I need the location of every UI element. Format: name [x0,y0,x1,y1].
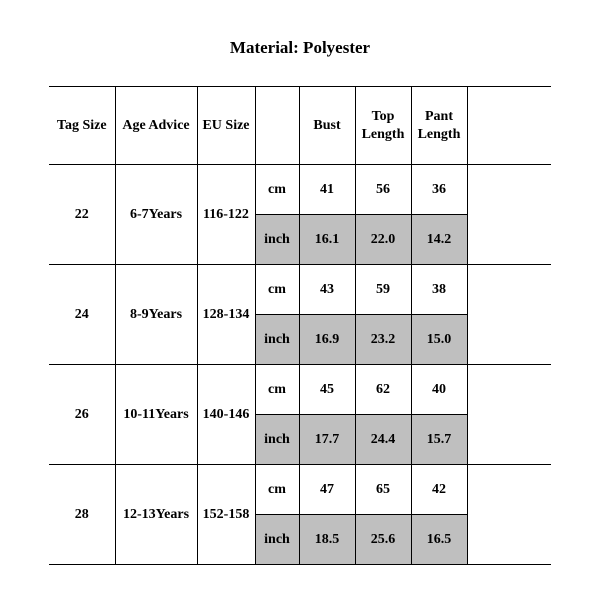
cell-top: 62 [355,365,411,415]
page-title: Material: Polyester [0,0,600,86]
cell-top: 24.4 [355,415,411,465]
cell-pant: 40 [411,365,467,415]
cell-bust: 16.1 [299,215,355,265]
cell-bust: 16.9 [299,315,355,365]
col-eu: EU Size [197,87,255,165]
cell-pant: 15.0 [411,315,467,365]
cell-top: 23.2 [355,315,411,365]
cell-tag: 22 [49,165,115,265]
table-row: 22 6-7Years 116-122 cm 41 56 36 [49,165,551,215]
cell-pant: 36 [411,165,467,215]
cell-pant: 14.2 [411,215,467,265]
cell-pant: 38 [411,265,467,315]
table-header-row: Tag Size Age Advice EU Size Bust Top Len… [49,87,551,165]
col-pant: Pant Length [411,87,467,165]
cell-eu: 116-122 [197,165,255,265]
col-unit [255,87,299,165]
table-row: 26 10-11Years 140-146 cm 45 62 40 [49,365,551,415]
col-blank [467,87,551,165]
cell-top: 22.0 [355,215,411,265]
cell-pant: 42 [411,465,467,515]
cell-bust: 17.7 [299,415,355,465]
cell-blank [467,165,551,265]
cell-unit: inch [255,215,299,265]
cell-pant: 15.7 [411,415,467,465]
col-bust: Bust [299,87,355,165]
cell-unit: cm [255,465,299,515]
col-top: Top Length [355,87,411,165]
cell-pant: 16.5 [411,515,467,565]
table-row: 24 8-9Years 128-134 cm 43 59 38 [49,265,551,315]
cell-bust: 41 [299,165,355,215]
cell-blank [467,465,551,565]
cell-blank [467,365,551,465]
cell-age: 6-7Years [115,165,197,265]
cell-bust: 45 [299,365,355,415]
cell-blank [467,265,551,365]
cell-age: 10-11Years [115,365,197,465]
cell-eu: 128-134 [197,265,255,365]
cell-top: 65 [355,465,411,515]
cell-top: 56 [355,165,411,215]
cell-bust: 47 [299,465,355,515]
col-tag: Tag Size [49,87,115,165]
cell-tag: 26 [49,365,115,465]
cell-unit: cm [255,165,299,215]
cell-age: 12-13Years [115,465,197,565]
cell-unit: cm [255,365,299,415]
cell-eu: 140-146 [197,365,255,465]
size-table: Tag Size Age Advice EU Size Bust Top Len… [49,86,551,565]
cell-unit: inch [255,415,299,465]
cell-unit: cm [255,265,299,315]
cell-age: 8-9Years [115,265,197,365]
col-age: Age Advice [115,87,197,165]
cell-bust: 43 [299,265,355,315]
cell-eu: 152-158 [197,465,255,565]
cell-top: 59 [355,265,411,315]
table-row: 28 12-13Years 152-158 cm 47 65 42 [49,465,551,515]
cell-unit: inch [255,515,299,565]
cell-bust: 18.5 [299,515,355,565]
cell-top: 25.6 [355,515,411,565]
cell-tag: 24 [49,265,115,365]
cell-tag: 28 [49,465,115,565]
cell-unit: inch [255,315,299,365]
